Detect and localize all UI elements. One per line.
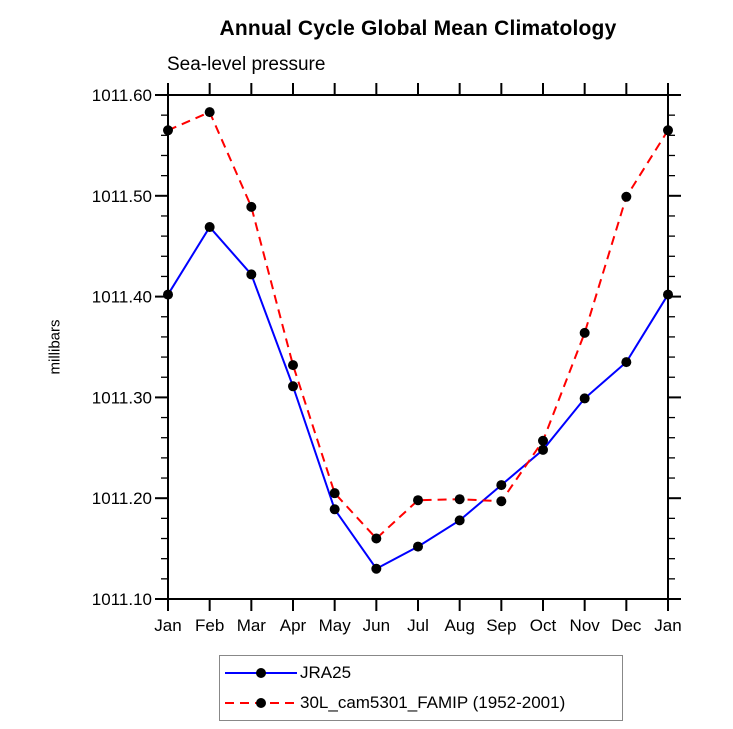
legend-label: JRA25	[300, 663, 352, 682]
x-tick-label: Apr	[280, 616, 307, 635]
x-tick-label: Feb	[195, 616, 224, 635]
x-tick-label: Jun	[363, 616, 390, 635]
x-tick-label: Jul	[407, 616, 429, 635]
x-tick-label: Oct	[530, 616, 557, 635]
x-tick-label: May	[319, 616, 352, 635]
chart-subtitle: Sea-level pressure	[167, 54, 326, 75]
x-axis-ticks: Jan Feb Mar Apr May Jun Jul Aug Sep Oct Nov Dec Jan	[154, 83, 682, 635]
x-tick-label: Dec	[611, 616, 642, 635]
legend-line-sample-1	[225, 698, 297, 708]
x-tick-label: Jan	[154, 616, 181, 635]
plot-area: Jan Feb Mar Apr May Jun Jul Aug Sep Oct Nov Dec Jan1…	[92, 83, 682, 635]
x-tick-label: Nov	[570, 616, 601, 635]
legend-label: 30L_cam5301_FAMIP (1952-2001)	[300, 693, 566, 712]
legend-line-sample-0	[225, 668, 297, 678]
y-tick-label: 1011.40	[92, 288, 152, 307]
x-tick-label: Sep	[486, 616, 516, 635]
legend-item-1: 30L_cam5301_FAMIP (1952-2001)	[224, 688, 622, 718]
legend-item-0: JRA25	[224, 658, 622, 688]
series-markers-0	[163, 222, 673, 574]
y-tick-label: 1011.20	[92, 489, 152, 508]
y-tick-label: 1011.10	[92, 590, 152, 609]
y-tick-label: 1011.50	[92, 187, 152, 206]
series-markers-1	[163, 107, 673, 544]
x-tick-label: Jan	[654, 616, 681, 635]
x-tick-label: Mar	[237, 616, 267, 635]
x-tick-label: Aug	[445, 616, 475, 635]
series-line-1	[167, 110, 669, 540]
y-tick-label: 1011.30	[92, 388, 152, 407]
series-line-0	[167, 225, 669, 571]
y-axis-ticks: 1011.10 1011.20 1011.30 1011.40 1011.50 1011.…	[92, 86, 681, 609]
y-tick-label: 1011.60	[92, 86, 152, 105]
axis-frame	[167, 94, 669, 600]
legend-box: JRA25 30L_cam5301_FAMIP (1952-2001)	[219, 655, 623, 721]
chart-title: Annual Cycle Global Mean Climatology	[219, 17, 617, 40]
